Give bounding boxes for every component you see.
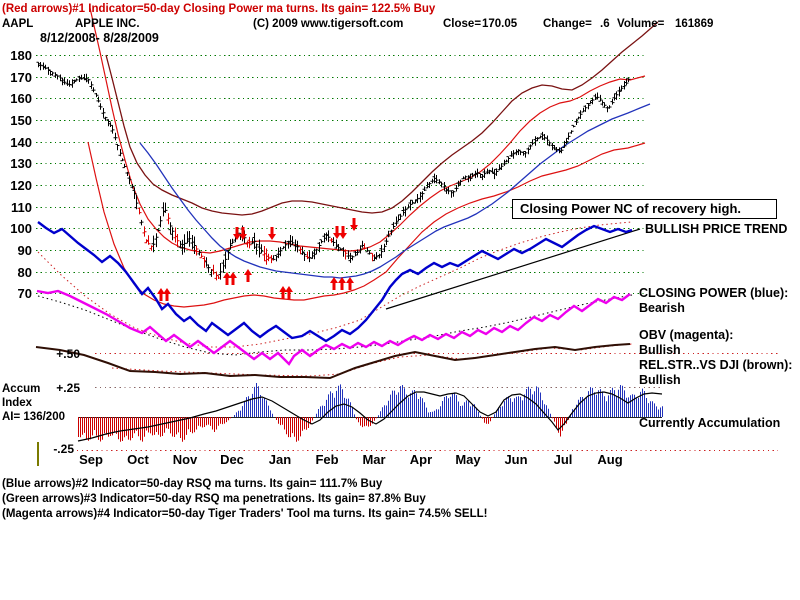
month-label: Dec bbox=[220, 452, 244, 467]
y-tick-label: 90 bbox=[17, 243, 32, 258]
volume-value: 161869 bbox=[675, 18, 714, 30]
accum-label-2: Index bbox=[2, 397, 33, 409]
lower-red-band-line bbox=[87, 141, 646, 308]
level-plus50-label: +.50 bbox=[56, 347, 80, 361]
y-tick-label: 170 bbox=[10, 70, 32, 85]
change-value: .6 bbox=[600, 18, 610, 30]
bullish-trendline bbox=[385, 228, 641, 310]
closing-power-status: Bearish bbox=[639, 301, 685, 315]
month-label: May bbox=[455, 452, 481, 467]
month-label: Apr bbox=[409, 452, 433, 467]
month-label: Nov bbox=[172, 452, 198, 467]
accumulation-histogram bbox=[78, 383, 663, 442]
copyright: (C) 2009 www.tigersoft.com bbox=[253, 18, 404, 30]
signal-summary-1: (Red arrows)#1 Indicator=50-day Closing … bbox=[2, 3, 436, 15]
obv-line bbox=[36, 289, 631, 366]
y-tick-label: 120 bbox=[10, 178, 32, 193]
close-value: 170.05 bbox=[482, 18, 518, 30]
relstr-dotted-ma bbox=[111, 343, 633, 377]
obv-status: Bullish bbox=[639, 343, 681, 357]
relstr-status: Bullish bbox=[639, 373, 681, 387]
accumulation-ma-line bbox=[77, 391, 663, 442]
y-tick-label: 140 bbox=[10, 135, 32, 150]
y-tick-label: 150 bbox=[10, 113, 32, 128]
level-minus25-label: -.25 bbox=[53, 442, 74, 456]
month-label: Feb bbox=[315, 452, 339, 467]
month-label: Jan bbox=[268, 452, 292, 467]
signal-summary-4: (Magenta arrows)#4 Indicator=50-day Tige… bbox=[2, 508, 488, 520]
cp-note-box: Closing Power NC of recovery high. bbox=[512, 199, 777, 219]
indicator-level-lines bbox=[72, 353, 778, 451]
closing-power-label: CLOSING POWER (blue): bbox=[639, 286, 789, 300]
y-tick-label: 70 bbox=[17, 286, 32, 301]
accum-index-value: AI= 136/200 bbox=[2, 411, 65, 423]
y-tick-label: 110 bbox=[11, 200, 32, 215]
volume-label: Volume= bbox=[617, 18, 665, 30]
signal-arrows bbox=[157, 218, 358, 301]
company-name: APPLE INC. bbox=[75, 18, 140, 30]
closing-power-dotted-ma bbox=[37, 221, 633, 348]
y-tick-label: 80 bbox=[17, 265, 32, 280]
close-label: Close= bbox=[443, 18, 482, 30]
level-plus25-label: +.25 bbox=[56, 381, 80, 395]
bullish-price-trend-label: BULLISH PRICE TREND bbox=[645, 222, 788, 236]
obv-label: OBV (magenta): bbox=[639, 328, 734, 342]
change-label: Change= bbox=[543, 18, 592, 30]
month-label: Jul bbox=[553, 452, 573, 467]
accumulation-status: Currently Accumulation bbox=[639, 416, 781, 430]
y-tick-label: 180 bbox=[10, 48, 32, 63]
upper-maroon-band-line bbox=[105, 21, 659, 216]
month-label: Aug bbox=[597, 452, 623, 467]
month-label: Jun bbox=[504, 452, 528, 467]
ticker-symbol: AAPL bbox=[2, 18, 34, 30]
month-label: Mar bbox=[362, 452, 386, 467]
relstr-label: REL.STR..VS DJI (brown): bbox=[639, 358, 793, 372]
month-label: Sep bbox=[79, 452, 103, 467]
price-bars bbox=[36, 61, 631, 281]
y-tick-label: 130 bbox=[10, 156, 32, 171]
closing-power-line bbox=[37, 221, 633, 343]
relative-strength-line bbox=[35, 343, 631, 380]
accum-label-1: Accum bbox=[2, 383, 41, 395]
date-range: 8/12/2008- 8/28/2009 bbox=[40, 31, 159, 45]
signal-summary-3: (Green arrows)#3 Indicator=50-day RSQ ma… bbox=[2, 493, 426, 505]
y-tick-label: 160 bbox=[10, 91, 32, 106]
month-label: Oct bbox=[127, 452, 149, 467]
cp-note-text: Closing Power NC of recovery high. bbox=[520, 201, 742, 216]
signal-summary-2: (Blue arrows)#2 Indicator=50-day RSQ ma … bbox=[2, 478, 383, 490]
y-tick-label: 100 bbox=[10, 221, 32, 236]
